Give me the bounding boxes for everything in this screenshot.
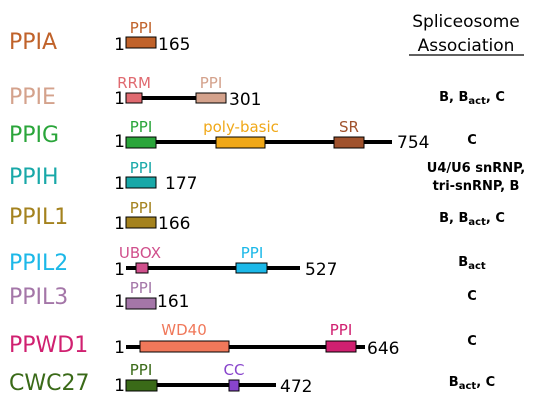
ppi-domain [235, 262, 268, 274]
start-label: 1 [114, 35, 125, 55]
association-label: C [467, 334, 477, 349]
protein-row-ppia: PPIA 1 PPI 165 [9, 19, 190, 55]
ppi-domain [125, 136, 157, 149]
domain-label-cc: CC [224, 361, 245, 379]
start-label: 1 [114, 292, 125, 312]
wd40-domain [139, 340, 230, 353]
protein-row-ppil3: PPIL3 1 PPI 161 C [9, 279, 477, 312]
ppi-domain [125, 36, 157, 49]
protein-name: PPIL1 [9, 205, 68, 230]
start-label: 1 [114, 89, 125, 109]
sr-domain [333, 136, 365, 149]
domain-label-ppi: PPI [130, 199, 153, 217]
length-label: 646 [367, 339, 399, 359]
ppi-domain [125, 379, 158, 392]
domain-label-ubox: UBOX [119, 244, 161, 262]
length-label: 161 [157, 292, 189, 312]
start-label: 1 [114, 338, 125, 358]
association-line1: U4/U6 snRNP, [427, 161, 525, 176]
domain-label-ppi: PPI [200, 74, 223, 92]
length-label: 527 [305, 260, 337, 280]
domain-label-ppi: PPI [130, 118, 153, 136]
protein-row-ppih: PPIH 1 PPI 177 U4/U6 snRNP, tri-snRNP, B [9, 159, 525, 194]
association-label: Bact, C [449, 375, 495, 392]
protein-name: PPIE [9, 85, 56, 110]
domain-label-ppi: PPI [130, 19, 153, 37]
length-label: 301 [229, 90, 261, 110]
protein-row-cwc27: CWC27 1 PPI CC 472 Bact, C [9, 361, 495, 397]
start-label: 1 [114, 132, 125, 152]
length-label: 165 [158, 35, 190, 55]
domain-label-ppi: PPI [130, 159, 153, 177]
association-label: C [467, 133, 477, 148]
domain-label-ppi: PPI [330, 321, 353, 339]
protein-name: PPIL3 [9, 285, 68, 310]
protein-name: PPWD1 [9, 333, 88, 358]
protein-row-ppil1: PPIL1 1 PPI 166 B, Bact, C [9, 199, 505, 234]
cc-domain [228, 379, 240, 392]
ubox-domain [135, 262, 149, 274]
protein-row-ppie: PPIE 1 RRM PPI 301 B, Bact, C [9, 74, 505, 110]
domain-label-ppi: PPI [130, 361, 153, 379]
start-label: 1 [114, 214, 125, 234]
ppi-domain [195, 92, 227, 104]
protein-name: PPIA [9, 30, 57, 55]
start-label: 1 [114, 260, 125, 280]
length-label: 472 [280, 377, 312, 397]
header-line2: Association [418, 36, 515, 56]
association-label: Bact [458, 255, 486, 272]
length-label: 177 [165, 174, 197, 194]
domain-label-ppi: PPI [241, 244, 264, 262]
length-label: 166 [158, 214, 190, 234]
poly-basic-domain [215, 136, 266, 149]
length-label: 754 [397, 133, 429, 153]
protein-name: PPIL2 [9, 251, 68, 276]
association-label: B, Bact, C [439, 211, 505, 228]
protein-row-ppig: PPIG 1 PPI poly-basic SR 754 C [9, 118, 477, 153]
protein-name: PPIG [9, 123, 59, 148]
domain-label-wd40: WD40 [161, 321, 206, 339]
association-label: B, Bact, C [439, 90, 505, 107]
domain-label-poly-basic: poly-basic [203, 118, 279, 136]
ppi-domain [325, 340, 357, 353]
header-line1: Spliceosome [412, 12, 520, 32]
protein-name: PPIH [9, 165, 59, 190]
rrm-domain [125, 92, 143, 104]
association-label: C [467, 289, 477, 304]
ppi-domain [125, 216, 157, 229]
start-label: 1 [114, 376, 125, 396]
protein-row-ppwd1: PPWD1 1 WD40 PPI 646 C [9, 321, 477, 359]
domain-label-ppi: PPI [130, 279, 153, 297]
protein-row-ppil2: PPIL2 1 UBOX PPI 527 Bact [9, 244, 486, 280]
ppi-domain [125, 297, 157, 310]
domain-label-rrm: RRM [117, 74, 151, 92]
protein-name: CWC27 [9, 371, 89, 396]
ppi-domain [125, 176, 157, 189]
association-line2: tri-snRNP, B [433, 179, 520, 194]
start-label: 1 [114, 174, 125, 194]
domain-label-sr: SR [339, 118, 359, 136]
